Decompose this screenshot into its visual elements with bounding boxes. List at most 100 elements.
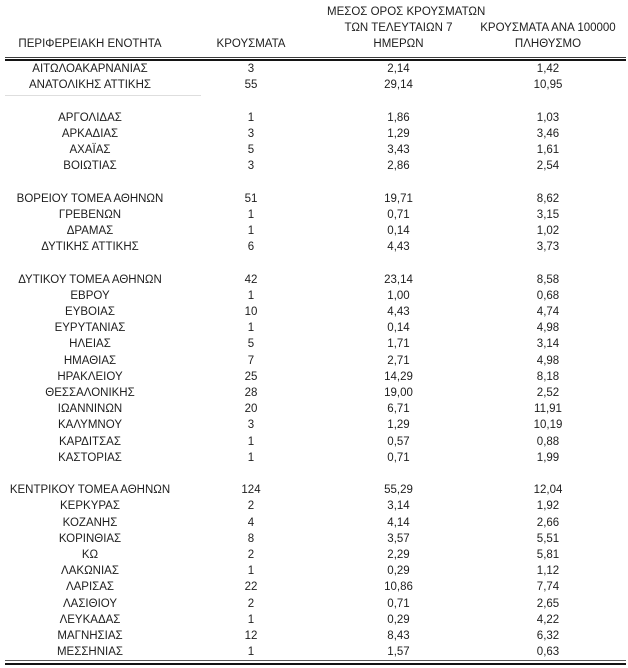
cell-region: ΛΑΣΙΘΙΟΥ [62,597,118,610]
cell-avg7: 0,29 [387,565,410,578]
table-row: ΒΟΙΩΤΙΑΣ 3 2,86 2,54 [5,158,626,174]
table-row: ΕΥΡΥΤΑΝΙΑΣ 1 0,14 4,98 [5,320,626,336]
cell-per100k: 4,98 [536,322,560,335]
cell-per100k: 1,02 [536,225,560,237]
cell-per100k: 2,54 [536,160,560,173]
cell-region: ΚΟΡΙΝΘΙΑΣ [58,532,122,545]
cell-region: ΛΑΚΩΝΙΑΣ [61,565,119,578]
cell-avg7: 3,43 [387,144,410,156]
spacer-cell [5,255,626,271]
cell-per100k: 2,66 [536,516,560,529]
cell-per100k: 3,46 [536,127,560,140]
cell-region: ΙΩΑΝΝΙΝΩΝ [57,403,123,416]
bottom-rule-thin-line [5,660,626,662]
table-row: ΑΙΤΩΛΟΑΚΑΡΝΑΝΙΑΣ 3 2,14 1,42 [5,61,626,77]
cell-cases: 1 [247,208,255,221]
table-row: ΚΟΖΑΝΗΣ 4 4,14 2,66 [5,515,626,531]
cell-cases: 28 [244,387,258,400]
col-header-cases: ΚΡΟΥΣΜΑΤΑ [175,0,327,57]
cell-avg7: 10,86 [384,581,413,594]
table-row: ΓΡΕΒΕΝΩΝ 1 0,71 3,15 [5,207,626,223]
cell-avg7: 6,71 [387,403,410,416]
cell-region: ΗΡΑΚΛΕΙΟΥ [57,370,123,383]
cell-per100k: 10,95 [533,79,563,92]
cell-avg7: 0,57 [387,435,410,448]
cell-per100k: 1,99 [536,451,560,464]
cell-region: ΕΥΒΟΙΑΣ [65,306,115,318]
cell-per100k: 3,15 [536,208,560,221]
cell-cases: 4 [247,516,255,529]
cell-cases: 12 [244,630,258,643]
cell-cases: 3 [247,419,255,432]
table-header: ΠΕΡΙΦΕΡΕΙΑΚΗ ΕΝΟΤΗΤΑ ΚΡΟΥΣΜΑΤΑ ΜΕΣΟΣ ΟΡΟ… [5,0,626,61]
cell-cases: 7 [247,354,255,367]
cell-per100k: 8,18 [536,370,560,383]
cell-avg7: 1,86 [387,111,410,124]
col-header-avg7-line1: ΜΕΣΟΣ ΟΡΟΣ ΚΡΟΥΣΜΑΤΩΝ [327,6,486,18]
cell-avg7: 4,43 [387,306,410,318]
cell-cases: 5 [247,144,255,156]
cell-avg7: 4,14 [387,516,410,529]
cell-avg7: 3,14 [387,500,410,513]
cell-avg7: 19,00 [384,387,413,400]
cell-cases: 20 [244,403,258,416]
cell-per100k: 7,74 [536,581,560,594]
cell-cases: 1 [247,289,255,302]
table-row: ΘΕΣΣΑΛΟΝΙΚΗΣ 28 19,00 2,52 [5,385,626,401]
col-header-region: ΠΕΡΙΦΕΡΕΙΑΚΗ ΕΝΟΤΗΤΑ [5,0,175,57]
table-row: ΚΕΝΤΡΙΚΟΥ ΤΟΜΕΑ ΑΘΗΝΩΝ 124 55,29 12,04 [5,482,626,498]
cell-region: ΜΑΓΝΗΣΙΑΣ [57,630,123,643]
cell-per100k: 5,51 [536,532,560,545]
header-rule-cell [5,57,626,61]
cell-avg7: 14,29 [384,370,413,383]
cell-region: ΔΡΑΜΑΣ [66,225,114,237]
cell-cases: 1 [247,111,255,124]
header-rule-thin-line [5,57,626,58]
cases-table-body: ΑΙΤΩΛΟΑΚΑΡΝΑΝΙΑΣ 3 2,14 1,42 ΑΝΑΤΟΛΙΚΗΣ ΑΤΤΙ… [5,61,626,660]
cell-region: ΚΑΡΔΙΤΣΑΣ [59,435,121,448]
spacer-cell [5,174,626,190]
cell-region: ΑΡΚΑΔΙΑΣ [61,127,119,140]
header-rule-thick-line [5,59,626,61]
cell-avg7: 4,43 [387,241,410,254]
header-row: ΠΕΡΙΦΕΡΕΙΑΚΗ ΕΝΟΤΗΤΑ ΚΡΟΥΣΜΑΤΑ ΜΕΣΟΣ ΟΡΟ… [5,0,626,57]
cell-per100k: 8,62 [536,192,560,205]
cell-avg7: 2,29 [387,549,410,562]
cell-region: ΔΥΤΙΚΟΥ ΤΟΜΕΑ ΑΘΗΝΩΝ [18,273,162,286]
table-bottom-rule [5,660,626,666]
cell-region: ΚΕΡΚΥΡΑΣ [60,500,120,513]
table-row: ΔΥΤΙΚΟΥ ΤΟΜΕΑ ΑΘΗΝΩΝ 42 23,14 8,58 [5,272,626,288]
table-row: ΜΕΣΣΗΝΙΑΣ 1 1,57 0,63 [5,644,626,660]
cell-region: ΚΑΣΤΟΡΙΑΣ [58,451,122,464]
cell-cases: 124 [241,484,261,497]
cell-per100k: 1,03 [536,111,560,124]
cell-avg7: 2,14 [387,63,410,75]
cell-avg7: 0,14 [387,225,410,237]
cell-cases: 5 [247,338,255,351]
table-row: ΑΡΓΟΛΙΔΑΣ 1 1,86 1,03 [5,110,626,126]
cell-cases: 3 [247,63,255,75]
table-row: ΗΛΕΙΑΣ 5 1,71 3,14 [5,336,626,352]
cell-region: ΕΒΡΟΥ [70,289,110,302]
table-row: ΗΜΑΘΙΑΣ 7 2,71 4,98 [5,353,626,369]
cases-table-container: ΠΕΡΙΦΕΡΕΙΑΚΗ ΕΝΟΤΗΤΑ ΚΡΟΥΣΜΑΤΑ ΜΕΣΟΣ ΟΡΟ… [5,0,626,666]
col-header-avg7: ΜΕΣΟΣ ΟΡΟΣ ΚΡΟΥΣΜΑΤΩΝ ΤΩΝ ΤΕΛΕΥΤΑΙΩΝ 7 Η… [327,0,486,57]
cell-avg7: 1,29 [387,419,410,432]
cell-cases: 25 [244,370,258,383]
cell-avg7: 1,71 [387,338,410,351]
cell-cases: 2 [247,500,255,513]
cell-avg7: 8,43 [387,630,410,643]
cell-region: ΛΕΥΚΑΔΑΣ [59,613,121,626]
table-row: ΑΝΑΤΟΛΙΚΗΣ ΑΤΤΙΚΗΣ 55 29,14 10,95 [5,77,626,93]
cell-cases: 1 [247,565,255,578]
cell-region: ΑΙΤΩΛΟΑΚΑΡΝΑΝΙΑΣ [32,63,148,75]
cell-cases: 3 [247,160,255,173]
cell-avg7: 0,29 [387,613,410,626]
col-header-avg7-line2: ΤΩΝ ΤΕΛΕΥΤΑΙΩΝ 7 [344,22,453,34]
col-header-per100k: ΚΡΟΥΣΜΑΤΑ ΑΝΑ 100000 ΠΛΗΘΥΣΜΟ [470,0,626,57]
cell-cases: 8 [247,532,255,545]
spacer-cell [5,466,626,482]
table-row: ΔΥΤΙΚΗΣ ΑΤΤΙΚΗΣ 6 4,43 3,73 [5,239,626,255]
cell-per100k: 6,32 [536,630,560,643]
